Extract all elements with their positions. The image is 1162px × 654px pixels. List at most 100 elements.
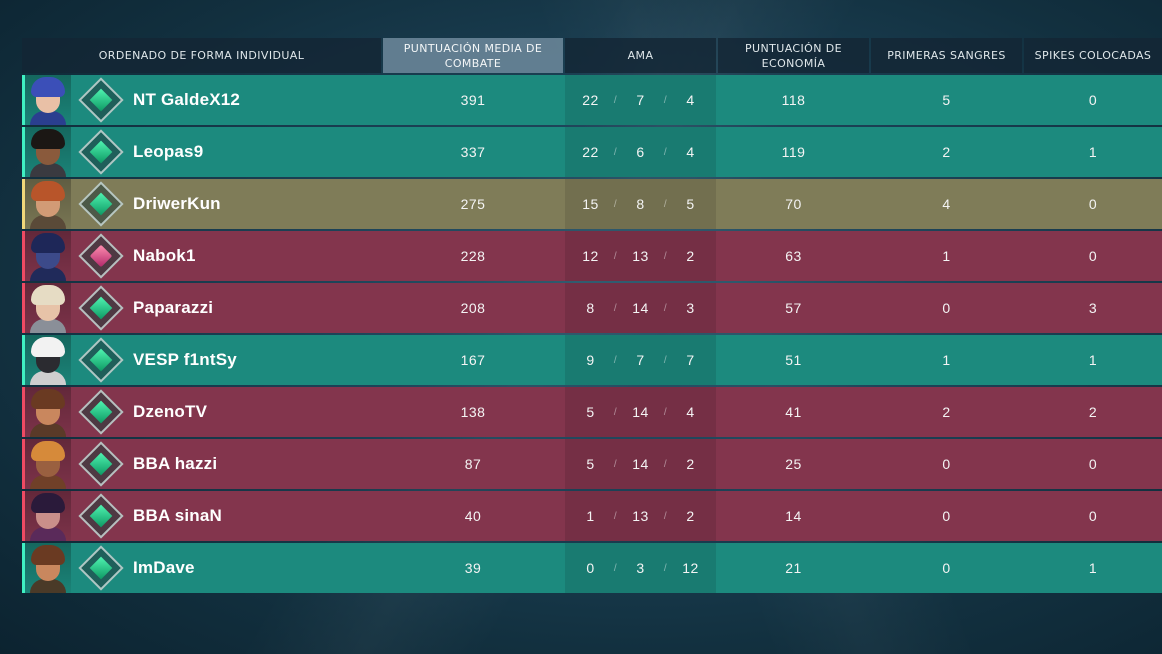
kills-value: 9 bbox=[586, 352, 595, 368]
acs-column-header[interactable]: PUNTUACIÓN MEDIA DE COMBATE bbox=[383, 38, 563, 73]
economy-value: 119 bbox=[781, 144, 806, 160]
agent-portrait-icon bbox=[25, 439, 71, 489]
first-bloods-column-header[interactable]: PRIMERAS SANGRES bbox=[871, 38, 1022, 73]
agent-portrait-icon bbox=[25, 179, 71, 229]
player-cell[interactable]: BBA sinaN bbox=[25, 491, 381, 541]
player-name[interactable]: ImDave bbox=[133, 558, 195, 577]
acs-value: 87 bbox=[464, 456, 482, 472]
agent-portrait-icon bbox=[25, 231, 71, 281]
plants-value: 0 bbox=[1088, 92, 1098, 108]
kda-separator: / bbox=[663, 198, 668, 210]
agent-portrait-icon bbox=[25, 491, 71, 541]
kda-column-shade bbox=[565, 387, 716, 437]
emerald-rank-icon bbox=[78, 129, 124, 175]
economy-value: 41 bbox=[785, 404, 802, 420]
player-name[interactable]: NT GaldeX12 bbox=[133, 90, 241, 109]
player-name[interactable]: Leopas9 bbox=[133, 142, 204, 161]
player-cell[interactable]: DzenoTV bbox=[25, 387, 381, 437]
kda-value: 8 / 14 / 3 bbox=[565, 283, 716, 333]
kills-value: 22 bbox=[582, 92, 599, 108]
player-rows: NT GaldeX12 391 22/7/4 118 5 0 Leopas9 3… bbox=[22, 75, 1162, 593]
economy-value: 14 bbox=[785, 508, 802, 524]
kda-value: 0 / 3 / 12 bbox=[565, 543, 716, 593]
agent-portrait-icon bbox=[25, 283, 71, 333]
assists-value: 12 bbox=[682, 560, 699, 576]
player-cell[interactable]: Leopas9 bbox=[25, 127, 381, 177]
deaths-value: 7 bbox=[636, 352, 645, 368]
kda-column-header[interactable]: AMA bbox=[565, 38, 716, 73]
kills-value: 8 bbox=[586, 300, 595, 316]
assists-value: 2 bbox=[686, 456, 695, 472]
agent-portrait-icon bbox=[25, 75, 71, 125]
acs-value: 208 bbox=[460, 300, 486, 316]
emerald-rank-icon bbox=[78, 285, 124, 331]
plants-value: 0 bbox=[1088, 456, 1098, 472]
scoreboard-header: ORDENADO DE FORMA INDIVIDUAL PUNTUACIÓN … bbox=[22, 38, 1162, 73]
player-cell[interactable]: Nabok1 bbox=[25, 231, 381, 281]
deaths-value: 6 bbox=[636, 144, 645, 160]
plants-value: 0 bbox=[1088, 196, 1098, 212]
economy-value: 51 bbox=[785, 352, 802, 368]
scoreboard: ORDENADO DE FORMA INDIVIDUAL PUNTUACIÓN … bbox=[22, 38, 1162, 593]
emerald-rank-icon bbox=[78, 181, 124, 227]
kda-separator: / bbox=[613, 198, 618, 210]
kda-value: 22 / 7 / 4 bbox=[565, 75, 716, 125]
kda-separator: / bbox=[613, 94, 618, 106]
player-row[interactable]: NT GaldeX12 391 22 / 7 / 4 118 5 0 bbox=[22, 75, 1162, 125]
acs-value: 275 bbox=[460, 196, 486, 212]
economy-value: 21 bbox=[785, 560, 802, 576]
kills-value: 12 bbox=[582, 248, 599, 264]
player-cell[interactable]: ImDave bbox=[25, 543, 381, 593]
player-name[interactable]: VESP f1ntSy bbox=[133, 350, 237, 369]
player-row[interactable]: Paparazzi 208 8 / 14 / 3 57 0 3 bbox=[22, 283, 1162, 333]
deaths-value: 8 bbox=[636, 196, 645, 212]
economy-value: 118 bbox=[781, 92, 806, 108]
player-name[interactable]: Nabok1 bbox=[133, 246, 196, 265]
player-row[interactable]: DriwerKun 275 15 / 8 / 5 70 4 0 bbox=[22, 179, 1162, 229]
sort-mode-header[interactable]: ORDENADO DE FORMA INDIVIDUAL bbox=[22, 38, 381, 73]
player-cell[interactable]: NT GaldeX12 bbox=[25, 75, 381, 125]
player-row[interactable]: Nabok1 228 12 / 13 / 2 63 1 0 bbox=[22, 231, 1162, 281]
kda-separator: / bbox=[613, 250, 618, 262]
economy-value: 63 bbox=[785, 248, 802, 264]
player-name[interactable]: DzenoTV bbox=[133, 402, 208, 421]
assists-value: 2 bbox=[686, 248, 695, 264]
kda-column-shade bbox=[565, 75, 716, 125]
kda-separator: / bbox=[613, 510, 618, 522]
deaths-value: 14 bbox=[632, 456, 649, 472]
player-name[interactable]: DriwerKun bbox=[133, 194, 221, 213]
player-row[interactable]: BBA sinaN 40 1 / 13 / 2 14 0 0 bbox=[22, 491, 1162, 541]
first-bloods-value: 4 bbox=[942, 196, 951, 212]
kills-value: 22 bbox=[582, 144, 599, 160]
kda-separator: / bbox=[613, 302, 618, 314]
kills-value: 5 bbox=[586, 404, 595, 420]
assists-value: 2 bbox=[686, 508, 695, 524]
player-row[interactable]: DzenoTV 138 5 / 14 / 4 41 2 2 bbox=[22, 387, 1162, 437]
economy-value: 25 bbox=[785, 456, 802, 472]
assists-value: 4 bbox=[686, 92, 695, 108]
kda-separator: / bbox=[663, 146, 668, 158]
first-bloods-value: 5 bbox=[942, 92, 951, 108]
player-name[interactable]: BBA sinaN bbox=[133, 506, 223, 525]
player-name[interactable]: Paparazzi bbox=[133, 298, 214, 317]
deaths-value: 14 bbox=[632, 300, 649, 316]
player-cell[interactable]: Paparazzi bbox=[25, 283, 381, 333]
assists-value: 4 bbox=[686, 404, 695, 420]
kda-column-shade bbox=[565, 491, 716, 541]
player-cell[interactable]: BBA hazzi bbox=[25, 439, 381, 489]
acs-value: 337 bbox=[460, 144, 486, 160]
assists-value: 4 bbox=[686, 144, 695, 160]
kda-column-shade bbox=[565, 231, 716, 281]
player-row[interactable]: BBA hazzi 87 5 / 14 / 2 25 0 0 bbox=[22, 439, 1162, 489]
player-row[interactable]: Leopas9 337 22 / 6 / 4 119 2 1 bbox=[22, 127, 1162, 177]
kda-column-shade bbox=[565, 335, 716, 385]
player-cell[interactable]: DriwerKun bbox=[25, 179, 391, 229]
economy-column-header[interactable]: PUNTUACIÓN DE ECONOMÍA bbox=[718, 38, 869, 73]
player-name[interactable]: BBA hazzi bbox=[133, 454, 218, 473]
deaths-value: 14 bbox=[632, 404, 649, 420]
player-cell[interactable]: VESP f1ntSy bbox=[25, 335, 381, 385]
player-row[interactable]: VESP f1ntSy 167 9 / 7 / 7 51 1 1 bbox=[22, 335, 1162, 385]
kda-separator: / bbox=[663, 458, 668, 470]
plants-column-header[interactable]: SPIKES COLOCADAS bbox=[1024, 38, 1162, 73]
player-row[interactable]: ImDave 39 0 / 3 / 12 21 0 1 bbox=[22, 543, 1162, 593]
